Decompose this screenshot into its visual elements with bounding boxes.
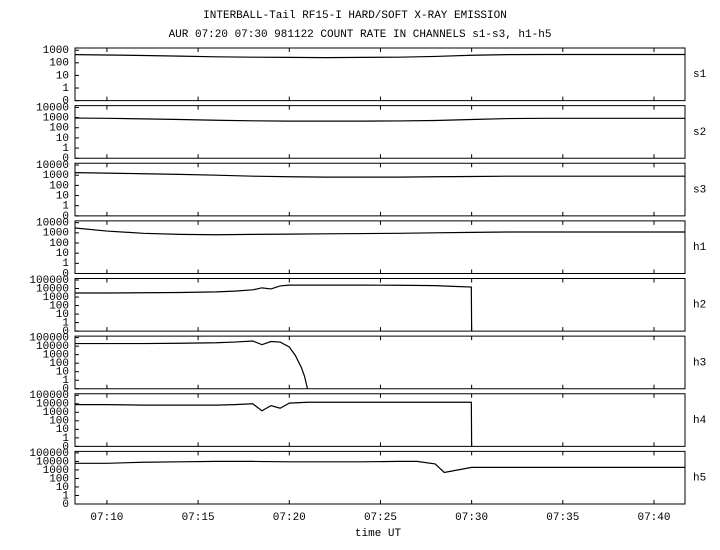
panel-frame [74,450,686,505]
x-tick-label: 07:20 [273,512,306,524]
y-tick-label: 1000 [43,112,69,124]
y-tick-label: 100 [49,58,69,70]
y-tick-label: 1000 [43,292,69,304]
panel-label: h3 [693,357,706,369]
y-tick-label: 10 [56,248,69,260]
series-line [74,53,685,59]
y-tick-label: 0 [62,499,69,511]
y-tick-label: 10 [56,133,69,145]
chart-subtitle: AUR 07:20 07:30 981122 COUNT RATE IN CHA… [169,29,552,41]
y-tick-label: 1 [62,143,69,155]
y-tick-label: 1 [62,490,69,502]
y-tick-label: 1 [62,375,69,387]
series-line [75,401,473,447]
y-tick-label: 10000 [36,399,69,411]
panel-frame [74,393,686,447]
y-tick-label: 100000 [29,448,69,460]
chart-title: INTERBALL-Tail RF15-I HARD/SOFT X-RAY EM… [203,10,507,22]
y-tick-label: 100 [49,180,69,192]
y-tick-label: 10 [56,424,69,436]
y-tick-label: 10 [56,482,69,494]
panel-frame [74,105,686,159]
y-tick-label: 1000 [43,465,69,477]
y-tick-label: 0 [62,211,69,223]
y-tick-label: 10 [56,190,69,202]
x-axis-label: time UT [355,528,402,540]
x-tick-label: 07:40 [637,512,670,524]
panel-frame [74,335,686,390]
y-tick-label: 100 [49,358,69,370]
y-tick-label: 10000 [36,218,69,230]
y-tick-label: 100 [49,300,69,312]
panel-label: h1 [693,242,707,254]
series-line [74,117,685,122]
y-tick-label: 1000 [43,407,69,419]
y-tick-label: 1 [62,318,69,330]
y-tick-label: 1 [62,433,69,445]
panel-label: s2 [693,127,706,139]
y-tick-label: 10000 [36,160,69,172]
y-tick-label: 0 [62,441,69,453]
y-tick-label: 10000 [36,456,69,468]
y-tick-label: 0 [62,96,69,108]
y-tick-label: 100 [49,238,69,250]
y-tick-label: 0 [62,268,69,280]
y-tick-label: 1000 [43,228,69,240]
y-tick-label: 100 [49,123,69,135]
y-tick-label: 0 [62,153,69,165]
panel-frame [74,220,686,274]
y-tick-label: 1000 [43,350,69,362]
series-line [74,227,685,236]
series-line [75,460,685,474]
panel-frame [74,278,686,332]
series-line [74,172,685,178]
y-tick-label: 100000 [29,390,69,402]
y-tick-label: 100 [49,473,69,485]
x-tick-label: 07:15 [182,512,215,524]
y-tick-label: 100 [49,416,69,428]
series-line [75,284,473,332]
panel-label: s3 [693,184,706,196]
y-tick-label: 100000 [29,275,69,287]
y-tick-label: 1000 [43,170,69,182]
y-tick-label: 1000 [43,45,69,57]
x-tick-label: 07:10 [90,512,123,524]
y-tick-label: 0 [62,326,69,338]
y-tick-label: 1 [62,83,69,95]
y-tick-label: 0 [62,384,69,396]
y-tick-label: 1 [62,201,69,213]
y-tick-label: 1 [62,258,69,270]
y-tick-label: 10000 [36,102,69,114]
panel-label: h5 [693,473,706,485]
y-tick-label: 100000 [29,333,69,345]
panel-frame [74,162,686,217]
x-tick-label: 07:30 [455,512,488,524]
y-tick-label: 10000 [36,283,69,295]
y-tick-label: 10000 [36,341,69,353]
y-tick-label: 10 [56,70,69,82]
x-tick-label: 07:25 [364,512,397,524]
panel-label: h2 [693,300,706,312]
series-line [75,340,309,389]
y-tick-label: 10 [56,309,69,321]
y-tick-label: 10 [56,367,69,379]
x-tick-label: 07:35 [546,512,579,524]
panel-label: h4 [693,415,707,427]
panel-label: s1 [693,69,707,81]
